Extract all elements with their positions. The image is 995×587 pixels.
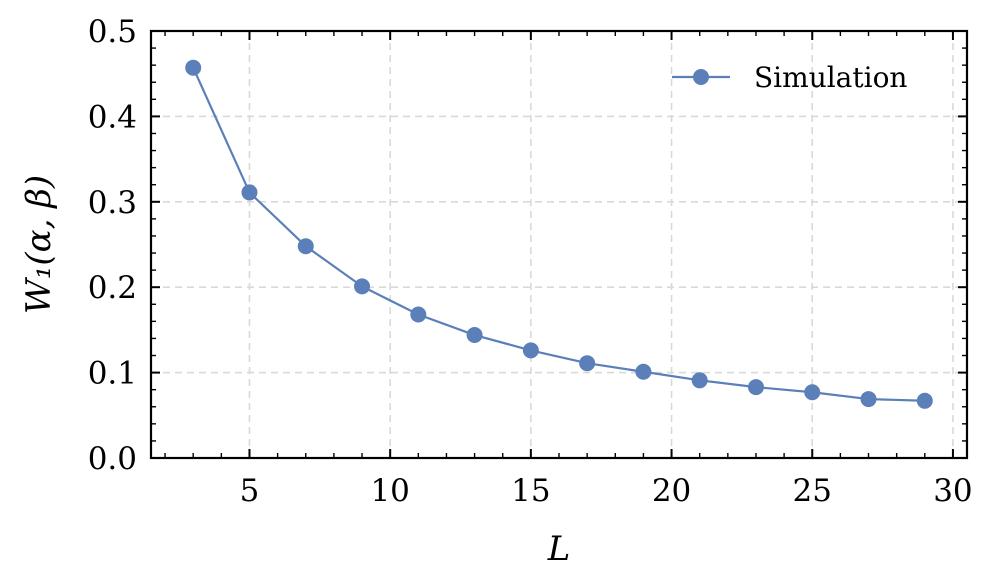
data-point	[185, 59, 202, 76]
x-tick-label: 20	[652, 473, 691, 509]
y-tick-label: 0.4	[88, 99, 137, 135]
tick-labels: 5 10 15 20 25 30 0.0 0.1 0.2 0.3 0.4 0.5	[88, 14, 973, 509]
data-point	[804, 384, 821, 401]
series-line	[192, 67, 925, 402]
plot-frame	[149, 29, 969, 460]
y-tick-label: 0.3	[88, 185, 137, 221]
y-tick-label: 0.1	[88, 356, 137, 392]
x-tick-label: 30	[933, 473, 972, 509]
x-axis-title: L	[547, 529, 571, 569]
data-point	[579, 355, 596, 372]
x-tick-label: 15	[511, 473, 550, 509]
legend: Simulation	[672, 61, 907, 94]
y-tick-label: 0.2	[88, 270, 137, 306]
data-point	[297, 238, 314, 255]
grid	[151, 30, 967, 459]
x-tick-label: 5	[240, 473, 260, 509]
data-point	[691, 372, 708, 389]
data-point	[354, 278, 371, 295]
axis-ticks	[151, 30, 967, 459]
data-point	[747, 379, 764, 396]
x-tick-label: 25	[793, 473, 832, 509]
data-point	[916, 392, 933, 409]
data-point	[410, 306, 427, 323]
y-axis-title: W₁(α, β)	[19, 175, 59, 314]
data-point	[635, 363, 652, 380]
y-tick-label: 0.5	[88, 14, 137, 50]
data-point	[860, 391, 877, 408]
legend-label: Simulation	[754, 61, 907, 94]
y-tick-label: 0.0	[88, 441, 137, 477]
data-point	[241, 184, 258, 201]
data-point	[466, 327, 483, 344]
data-point	[522, 342, 539, 359]
legend-marker	[693, 69, 709, 85]
x-tick-label: 10	[370, 473, 409, 509]
series-simulation	[185, 59, 933, 409]
